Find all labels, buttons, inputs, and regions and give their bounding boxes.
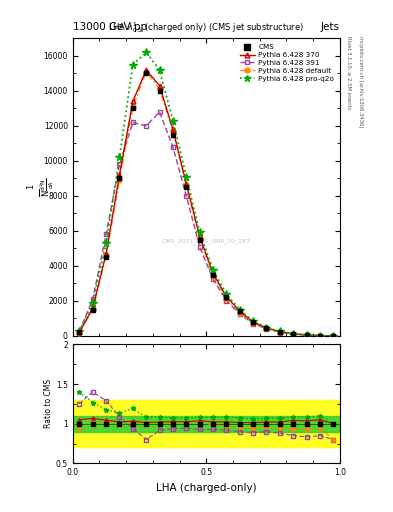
Legend: CMS, Pythia 6.428 370, Pythia 6.428 391, Pythia 6.428 default, Pythia 6.428 pro-: CMS, Pythia 6.428 370, Pythia 6.428 391,… [237,42,336,84]
Text: LHA $\lambda^{1}_{0.5}$ (charged only) (CMS jet substructure): LHA $\lambda^{1}_{0.5}$ (charged only) (… [108,20,304,35]
Text: 13000 GeV pp: 13000 GeV pp [73,22,147,32]
X-axis label: LHA (charged-only): LHA (charged-only) [156,483,257,493]
Y-axis label: $\mathrm{1}$
$\overline{\mathrm{N}}\frac{\mathrm{d}^{2}\mathrm{N}}{\mathrm{d}\la: $\mathrm{1}$ $\overline{\mathrm{N}}\frac… [26,178,56,197]
Text: Rivet 3.1.10, ≥ 2.5M events: Rivet 3.1.10, ≥ 2.5M events [347,36,352,110]
Bar [73,400,340,447]
Text: mcplots.cern.ch [arXiv:1306.3436]: mcplots.cern.ch [arXiv:1306.3436] [358,36,363,127]
Y-axis label: Ratio to CMS: Ratio to CMS [44,379,53,429]
Bar [73,416,340,432]
Text: Jets: Jets [321,22,340,32]
Text: CMS_2021_PAS_SMP_20_187: CMS_2021_PAS_SMP_20_187 [162,238,251,244]
